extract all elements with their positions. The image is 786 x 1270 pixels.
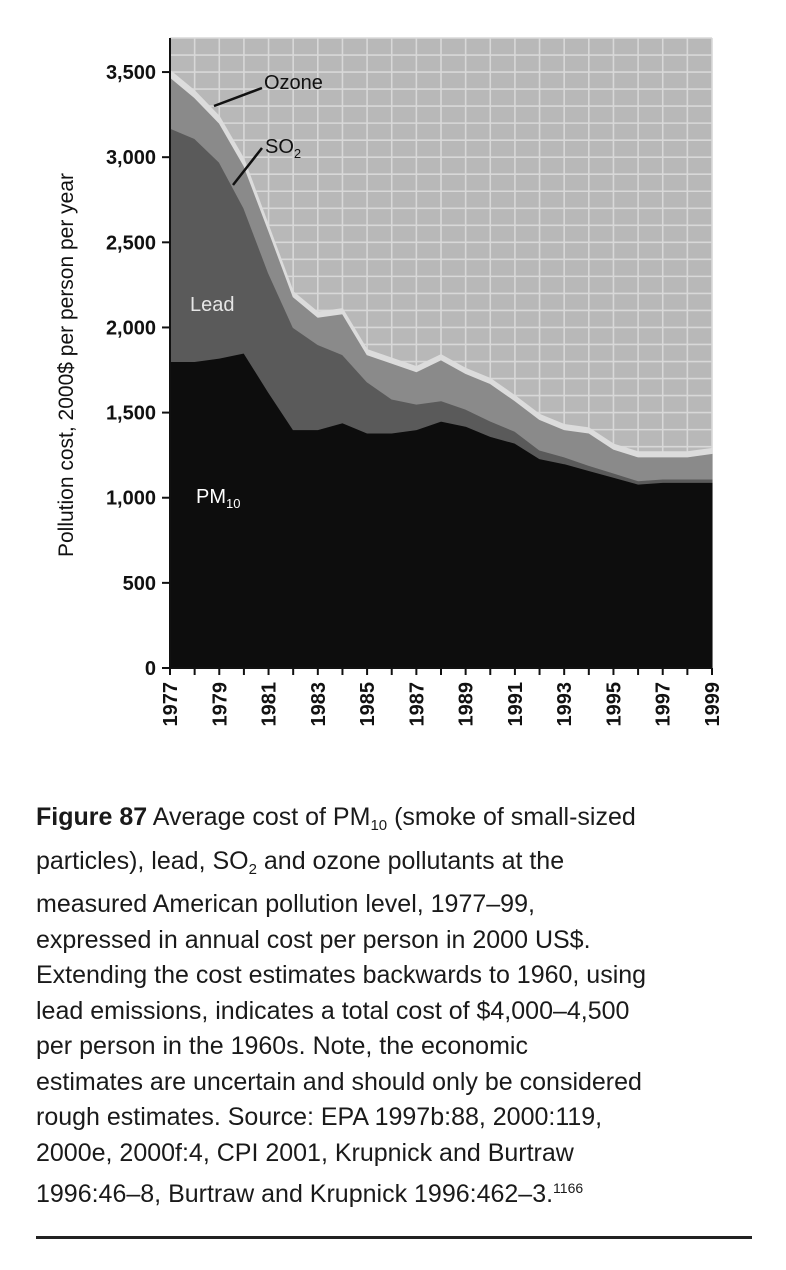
y-tick-label: 1,000 (106, 488, 156, 510)
series-label-pm10-subscript: 10 (226, 496, 240, 511)
x-tick-label: 1987 (406, 682, 428, 727)
series-label-pm10-text: PM (196, 486, 226, 508)
caption-text: Extending the cost estimates backwards t… (36, 961, 647, 989)
y-tick-label: 0 (145, 658, 156, 680)
caption-line: estimates are uncertain and should only … (36, 1065, 756, 1101)
bottom-rule (36, 1236, 752, 1239)
y-tick-label: 1,500 (106, 403, 156, 425)
caption-text: Average cost of PM (147, 803, 371, 831)
y-tick-label: 2,500 (106, 232, 156, 254)
caption-subscript: 10 (370, 817, 388, 834)
caption-text: rough estimates. Source: EPA 1997b:88, 2… (36, 1103, 603, 1131)
caption-text: measured American pollution level, 1977–… (36, 890, 535, 918)
caption-line: measured American pollution level, 1977–… (36, 887, 756, 923)
caption-text: and ozone pollutants at the (256, 846, 565, 875)
stacked-area-chart: 0 500 1,000 1,500 2,000 2,500 3,000 3,500 1977 19… (55, 37, 724, 727)
series-label-so2-leader (232, 147, 263, 186)
series-label-pm10: PM10 (196, 486, 240, 511)
series-label-so2-subscript: 2 (294, 146, 301, 161)
series-label-ozone-text: Ozone (264, 72, 323, 94)
caption-text: estimates are uncertain and should only … (36, 1067, 642, 1096)
caption-text: 1996:46–8, Burtraw and Krupnick 1996:462… (36, 1180, 554, 1208)
x-tick-label: 1983 (308, 682, 330, 727)
x-tick-label: 1997 (653, 682, 675, 727)
series-label-lead: Lead (190, 294, 235, 316)
x-tick-label: 1999 (702, 682, 724, 727)
x-tick-label: 1991 (505, 682, 527, 727)
x-tick-label: 1981 (259, 682, 281, 727)
y-tick-label: 500 (123, 573, 156, 595)
figure-caption: Figure 87 Average cost of PM10 (smoke of… (36, 800, 756, 1213)
caption-text: lead emissions, indicates a total cost o… (36, 996, 630, 1025)
x-tick-label: 1979 (209, 682, 231, 727)
caption-line: per person in the 1960s. Note, the econo… (36, 1029, 756, 1065)
y-axis-label: Pollution cost, 2000$ per person per yea… (55, 173, 78, 557)
series-label-ozone-leader (213, 86, 263, 108)
caption-subscript: 2 (248, 860, 257, 878)
y-tick-label: 2,000 (106, 317, 156, 339)
y-tick-label: 3,500 (106, 62, 156, 84)
series-label-so2: SO2 (265, 136, 301, 161)
caption-line: expressed in annual cost per person in 2… (36, 923, 756, 959)
caption-text: per person in the 1960s. Note, the econo… (36, 1032, 528, 1060)
x-tick-label: 1995 (603, 682, 625, 727)
caption-text: particles), lead, SO (36, 846, 249, 875)
series-label-lead-text: Lead (190, 294, 235, 316)
x-tick-label: 1985 (357, 682, 379, 727)
x-tick-label: 1989 (456, 682, 478, 727)
caption-line: 2000e, 2000f:4, CPI 2001, Krupnick and B… (36, 1136, 756, 1172)
chart: 0 500 1,000 1,500 2,000 2,500 3,000 3,500 1977 19… (55, 37, 724, 727)
caption-line: Extending the cost estimates backwards t… (36, 958, 756, 994)
caption-line: 1996:46–8, Burtraw and Krupnick 1996:462… (36, 1171, 756, 1213)
area-ozone (169, 69, 713, 458)
caption-line: Figure 87 Average cost of PM10 (smoke of… (36, 800, 756, 844)
x-tick-label: 1993 (554, 682, 576, 727)
caption-text: (smoke of small-sized (387, 803, 636, 831)
figure-label: Figure 87 (36, 803, 148, 831)
y-tick-label: 3,000 (106, 147, 156, 169)
caption-text: expressed in annual cost per person in 2… (36, 925, 591, 954)
x-tick-label: 1977 (160, 682, 182, 727)
caption-line: particles), lead, SO2 and ozone pollutan… (36, 844, 756, 888)
series-label-so2-text: SO (265, 136, 294, 158)
caption-superscript: 1166 (553, 1180, 584, 1196)
series-label-ozone: Ozone (264, 72, 323, 94)
caption-line: rough estimates. Source: EPA 1997b:88, 2… (36, 1100, 756, 1136)
caption-text: 2000e, 2000f:4, CPI 2001, Krupnick and B… (36, 1138, 574, 1167)
caption-line: lead emissions, indicates a total cost o… (36, 994, 756, 1030)
